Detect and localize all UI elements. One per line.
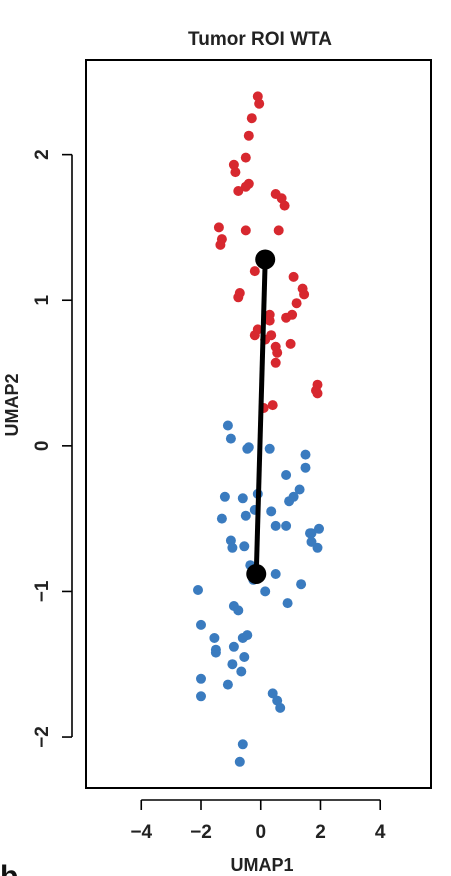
- data-point: [236, 666, 247, 677]
- x-tick-label: −4: [130, 822, 152, 843]
- x-tick-label: 4: [375, 822, 386, 843]
- data-point: [196, 619, 206, 630]
- data-point: [237, 739, 248, 750]
- data-point: [196, 691, 206, 702]
- data-point: [291, 298, 302, 309]
- data-point: [196, 673, 206, 684]
- panel-letter: b: [0, 860, 18, 876]
- data-point: [227, 542, 238, 553]
- data-point: [249, 266, 260, 277]
- y-tick-label: −1: [32, 580, 53, 602]
- data-point: [287, 309, 298, 320]
- data-point: [249, 330, 260, 341]
- y-axis-label: UMAP2: [2, 373, 22, 436]
- data-point: [227, 659, 238, 670]
- data-point: [228, 641, 239, 652]
- x-axis-label: UMAP1: [230, 855, 293, 875]
- data-point: [240, 510, 251, 521]
- centroid-marker: [246, 563, 267, 584]
- y-tick-label: 2: [32, 149, 53, 160]
- data-point: [234, 756, 245, 767]
- data-point: [266, 506, 277, 517]
- data-point: [219, 491, 230, 502]
- x-tick-label: 0: [255, 822, 266, 843]
- data-point: [222, 420, 233, 431]
- centroid-connector-line: [253, 259, 268, 575]
- data-point: [300, 449, 311, 460]
- data-point: [233, 292, 244, 303]
- x-tick-label: −2: [190, 822, 212, 843]
- chart-title: Tumor ROI WTA: [188, 29, 332, 50]
- data-point: [264, 315, 275, 326]
- data-point: [281, 470, 292, 480]
- data-point: [210, 647, 221, 658]
- data-point: [230, 167, 241, 178]
- data-point: [243, 442, 254, 453]
- data-point: [284, 496, 295, 507]
- y-tick-label: −2: [32, 726, 53, 748]
- data-point: [282, 598, 293, 609]
- data-point: [270, 520, 281, 531]
- data-point: [193, 585, 203, 595]
- data-point: [305, 528, 315, 539]
- data-point: [314, 523, 324, 534]
- x-tick-label: 2: [315, 822, 326, 843]
- data-point: [225, 433, 236, 444]
- data-point: [260, 586, 271, 597]
- data-point: [246, 113, 257, 124]
- data-point: [240, 152, 251, 163]
- data-point: [233, 605, 244, 616]
- data-point: [233, 186, 244, 196]
- data-point: [254, 98, 265, 109]
- data-point: [264, 443, 275, 454]
- data-point: [213, 222, 224, 233]
- data-point: [275, 702, 286, 713]
- data-point: [312, 388, 323, 399]
- y-tick-label: 0: [32, 441, 53, 452]
- points-layer: [193, 91, 324, 767]
- data-point: [240, 225, 251, 236]
- data-point: [240, 181, 251, 192]
- data-point: [267, 688, 278, 699]
- data-point: [288, 271, 299, 282]
- data-point: [237, 493, 248, 504]
- data-point: [242, 630, 253, 641]
- data-point: [222, 679, 233, 690]
- data-point: [312, 542, 323, 553]
- centroid-layer: [246, 249, 276, 584]
- data-point: [273, 225, 284, 236]
- plot-frame: [85, 59, 432, 789]
- data-point: [281, 520, 292, 531]
- data-point: [299, 289, 310, 300]
- data-point: [270, 569, 281, 579]
- y-axis: −2 −1 0 1 2: [32, 149, 73, 748]
- data-point: [215, 239, 226, 250]
- data-point: [272, 347, 283, 358]
- data-point: [294, 484, 305, 495]
- data-point: [243, 130, 254, 141]
- data-point: [216, 513, 227, 524]
- x-axis: −4 −2 0 2 4: [130, 799, 386, 843]
- data-point: [270, 357, 281, 368]
- data-point: [239, 652, 250, 662]
- data-point: [279, 200, 290, 211]
- data-point: [300, 462, 311, 473]
- data-point: [296, 579, 307, 590]
- centroid-marker: [255, 249, 276, 270]
- data-point: [209, 633, 220, 643]
- data-point: [267, 400, 278, 411]
- data-point: [285, 338, 296, 349]
- data-point: [239, 541, 250, 552]
- y-tick-label: 1: [32, 295, 53, 306]
